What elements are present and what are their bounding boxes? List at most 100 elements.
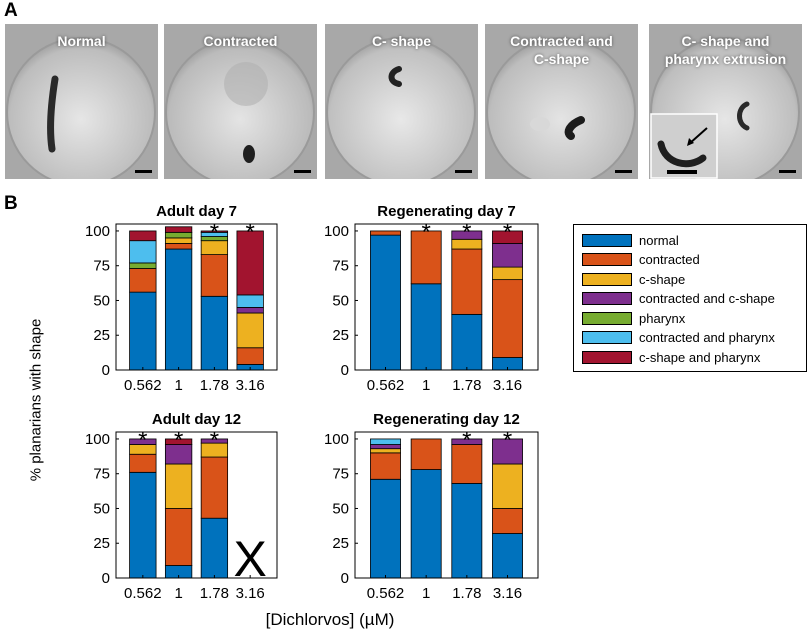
- significance-star: *: [174, 427, 183, 454]
- bar-segment: [370, 452, 401, 480]
- bar-segment: [236, 312, 264, 349]
- bar-segment: [200, 295, 229, 371]
- x-tick-label: 1: [422, 585, 430, 602]
- legend-item: c-shape: [582, 270, 685, 288]
- y-tick-label: 75: [332, 466, 349, 483]
- y-tick-label: 75: [93, 258, 110, 275]
- y-tick-label: 100: [85, 223, 110, 240]
- legend-item: pharynx: [582, 309, 685, 327]
- legend-swatch: [582, 311, 632, 325]
- bar-segment: [492, 463, 523, 509]
- bar-segment: [410, 438, 442, 470]
- bar-segment: [236, 307, 264, 314]
- bar-segment: [164, 243, 193, 250]
- legend-label: contracted and pharynx: [639, 330, 775, 345]
- bar-segment: [370, 234, 401, 371]
- bar-segment: [492, 279, 523, 358]
- x-tick-label: 1: [422, 377, 430, 394]
- bar-segment: [129, 240, 157, 264]
- bar-segment: [370, 478, 401, 579]
- photo-label: Contracted and C-shape: [510, 33, 613, 67]
- x-tick-label: 3.16: [493, 377, 522, 394]
- photo-c-shape: C- shape: [325, 24, 478, 179]
- bar-segment: [451, 438, 483, 445]
- y-tick-label: 50: [332, 292, 349, 309]
- bar-segment: [370, 444, 401, 450]
- x-tick-label: 1: [174, 585, 182, 602]
- y-tick-label: 100: [324, 223, 349, 240]
- bar-segment: [492, 266, 523, 281]
- y-tick-label: 25: [93, 535, 110, 552]
- well-image: [485, 24, 638, 179]
- photo-contracted-and-c-shape: Contracted and C-shape: [485, 24, 638, 179]
- photo-label: C- shape: [371, 33, 432, 49]
- x-tick-label: 0.562: [124, 377, 162, 394]
- bar-segment: [410, 230, 442, 285]
- legend: normal contracted c-shape contracted and c-…: [573, 224, 807, 372]
- x-axis-label: [Dichlorvos] (µM): [265, 610, 395, 629]
- bar-segment: [129, 291, 157, 371]
- y-tick-label: 100: [324, 431, 349, 448]
- significance-star: *: [210, 427, 219, 454]
- photo-c-shape-and-pharynx: C- shape and pharynx extrusion: [649, 24, 802, 179]
- bar-segment: [129, 268, 157, 293]
- x-tick-label: 1.78: [452, 377, 481, 394]
- legend-item: contracted: [582, 251, 700, 269]
- scale-bar: [615, 170, 632, 173]
- well-image: [325, 24, 478, 179]
- bar-segment: [236, 294, 264, 308]
- well-image: [164, 24, 317, 179]
- bar-segment: [492, 508, 523, 534]
- significance-star: *: [245, 219, 254, 246]
- well-image: [5, 24, 158, 179]
- bar-segment: [370, 448, 401, 454]
- bar-segment: [129, 453, 157, 473]
- significance-star: *: [421, 219, 430, 246]
- bar-segment: [129, 471, 157, 579]
- legend-label: c-shape: [639, 271, 686, 287]
- x-tick-label: 1.78: [452, 585, 481, 602]
- bar-segment: [410, 283, 442, 371]
- legend-swatch: [582, 253, 632, 266]
- bar-segment: [492, 533, 523, 579]
- missing-marker: X: [233, 531, 266, 587]
- y-tick-label: 0: [102, 362, 110, 379]
- legend-item: contracted and pharynx: [582, 329, 775, 347]
- bar-segment: [129, 230, 157, 242]
- bar-segment: [451, 483, 483, 579]
- x-tick-label: 3.16: [236, 377, 265, 394]
- plot-frame: [115, 223, 278, 371]
- bar-segment: [236, 347, 264, 365]
- legend-swatch: [582, 331, 632, 344]
- legend-label: contracted: [639, 252, 700, 267]
- bar-segment: [200, 230, 229, 233]
- y-tick-label: 50: [93, 292, 110, 309]
- y-tick-label: 50: [332, 500, 349, 517]
- bar-segment: [492, 230, 523, 244]
- y-tick-label: 25: [93, 327, 110, 344]
- x-tick-label: 0.562: [367, 377, 405, 394]
- legend-swatch: [582, 233, 632, 247]
- legend-label: contracted and c-shape: [639, 291, 775, 306]
- significance-star: *: [503, 427, 512, 454]
- bar-segment: [200, 517, 229, 579]
- plot-frame: [354, 431, 539, 579]
- bar-segment: [200, 438, 229, 444]
- x-tick-label: 0.562: [367, 585, 405, 602]
- significance-star: *: [210, 219, 219, 246]
- bar-segment: [451, 313, 483, 371]
- bar-segment: [200, 254, 229, 297]
- legend-swatch: [582, 292, 632, 305]
- y-tick-label: 25: [332, 327, 349, 344]
- x-tick-label: 1: [174, 377, 182, 394]
- bar-segment: [492, 438, 523, 465]
- legend-item: contracted and c-shape: [582, 290, 775, 308]
- y-tick-label: 75: [93, 466, 110, 483]
- significance-star: *: [462, 219, 471, 246]
- photo-label: Contracted: [203, 33, 278, 49]
- y-tick-label: 50: [93, 500, 110, 517]
- legend-swatch: [582, 272, 632, 286]
- panel-a-letter: A: [4, 0, 18, 21]
- significance-star: *: [138, 427, 147, 454]
